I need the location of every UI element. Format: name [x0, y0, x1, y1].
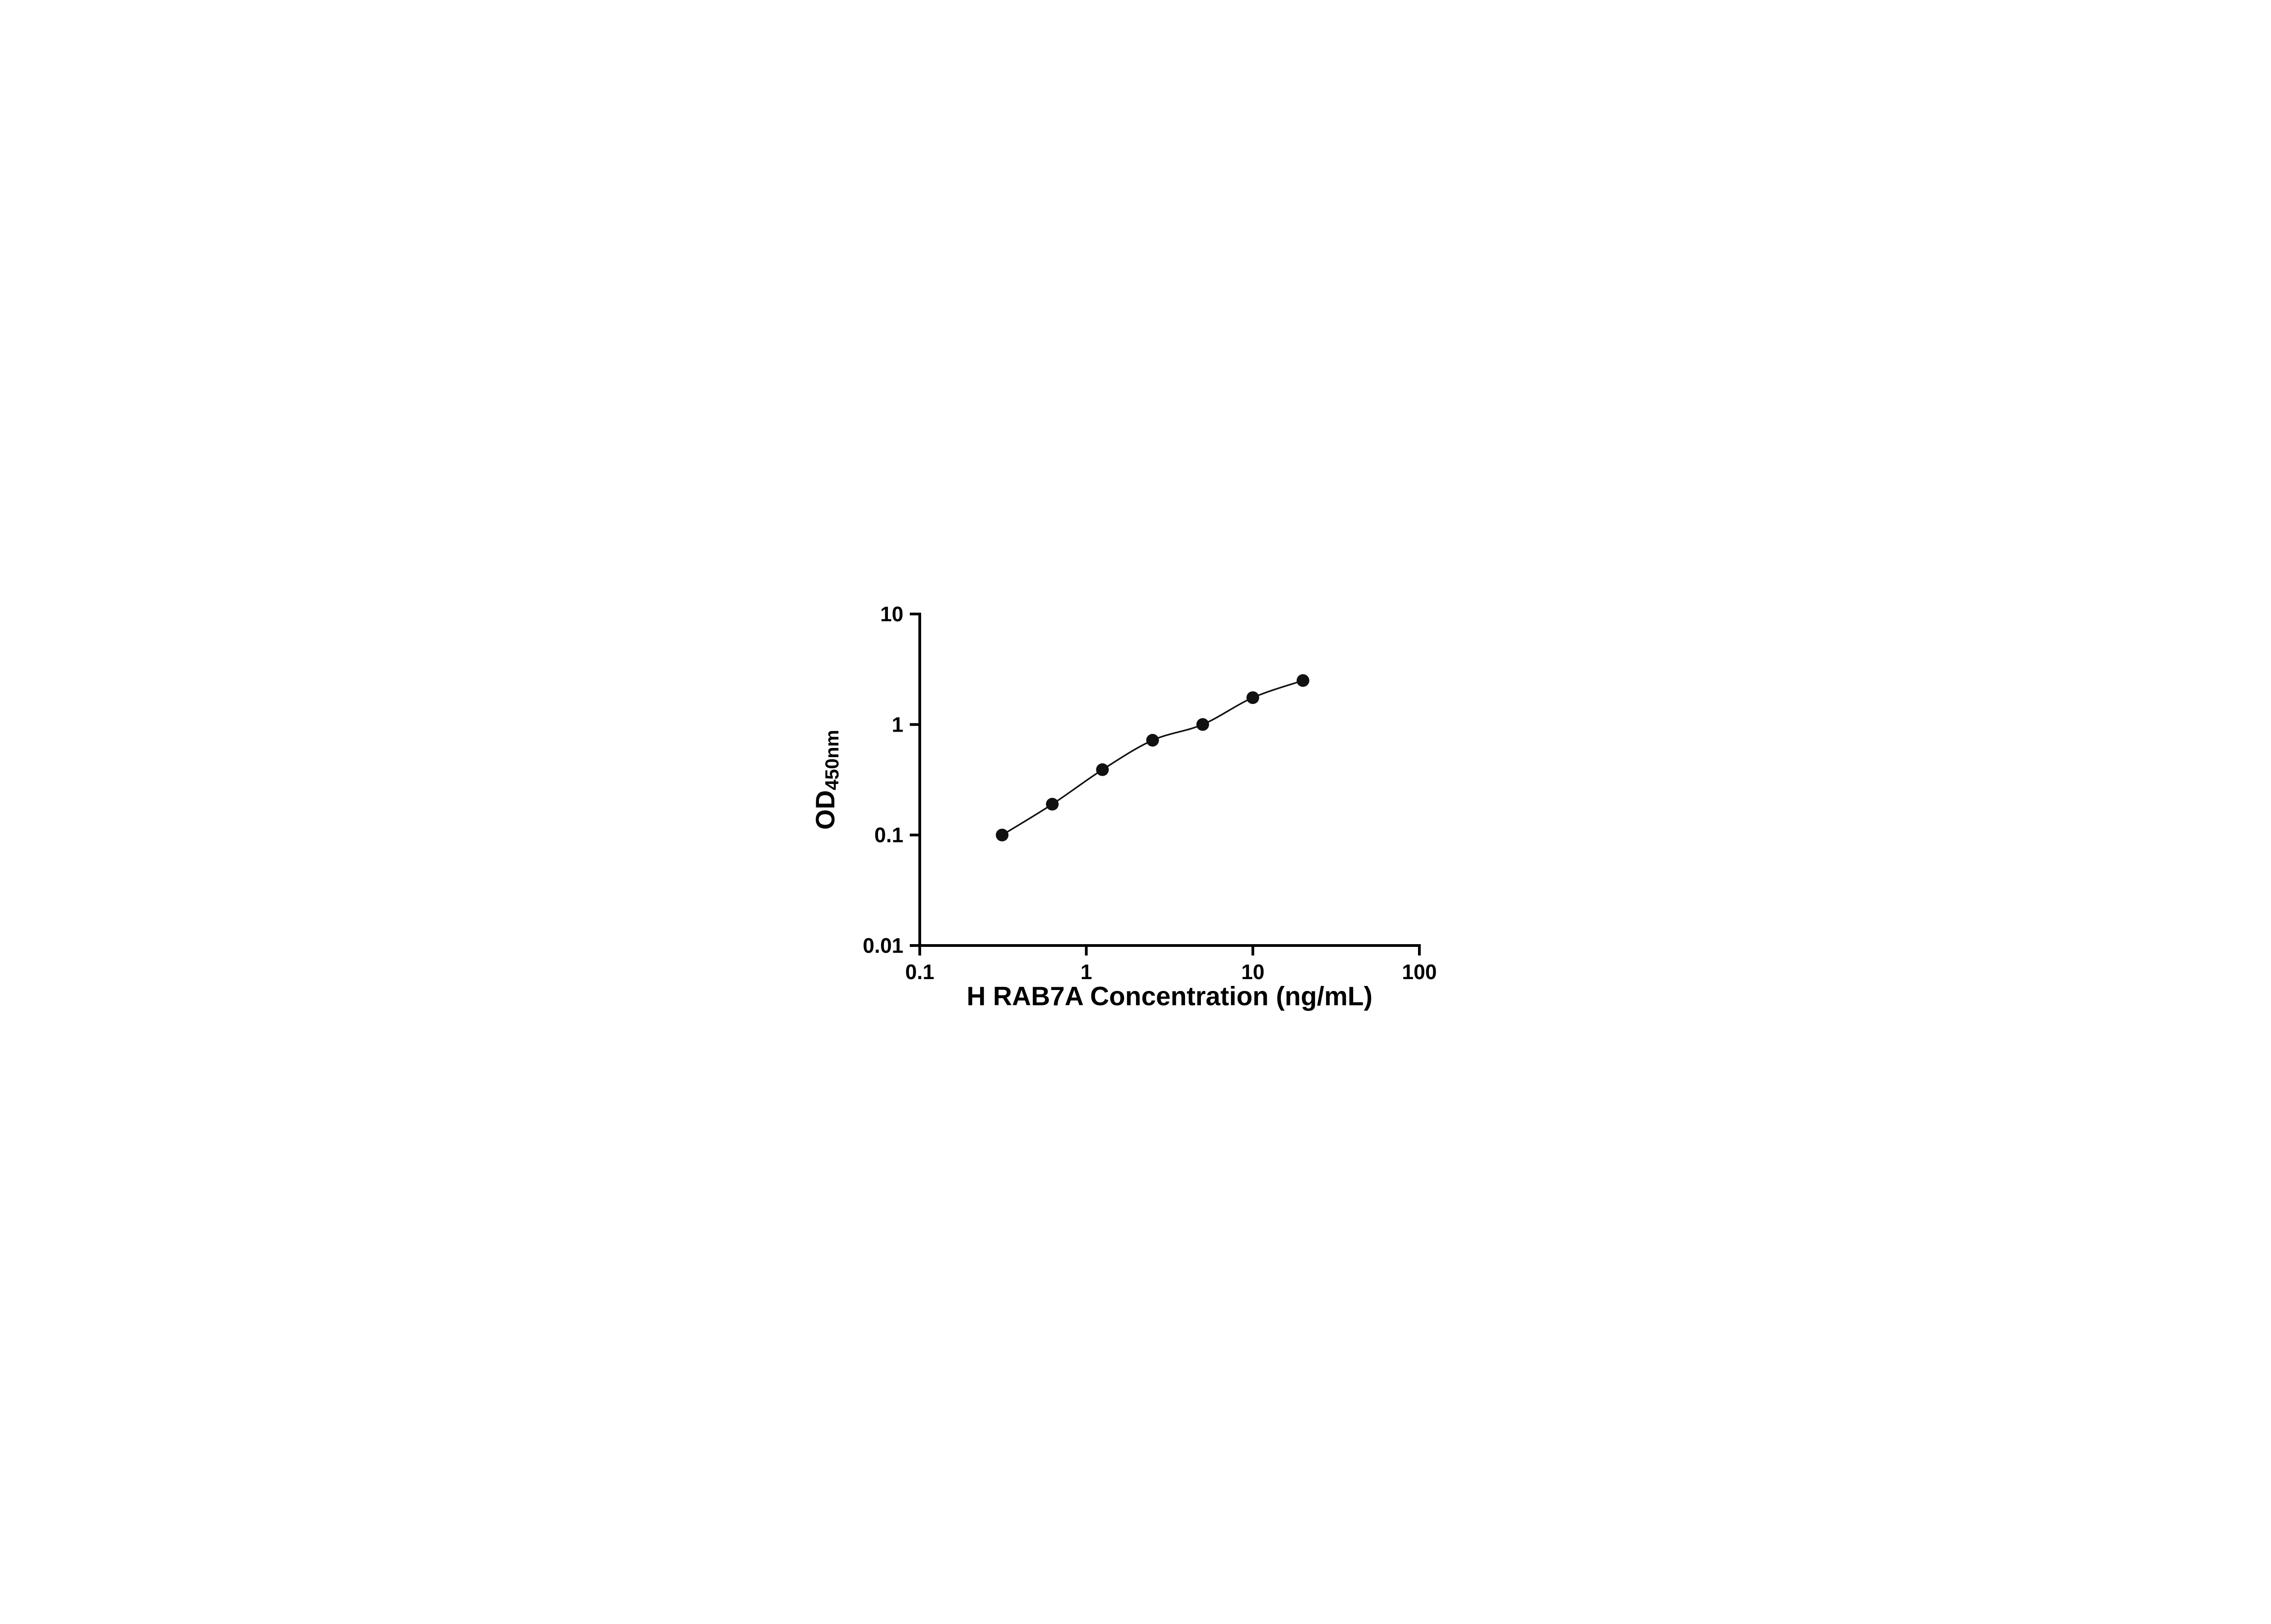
y-tick-label: 1 [892, 713, 903, 736]
chart-figure: 0.01 0.1 1 10 0.1 1 10 100 H RAB7A Concentration… [783, 569, 1488, 1055]
x-tick-label: 100 [1402, 960, 1437, 984]
data-point [1246, 691, 1259, 704]
fit-curve [1002, 679, 1304, 836]
x-tick-label: 0.1 [905, 960, 934, 984]
x-axis-title: H RAB7A Concentration (ng/mL) [967, 982, 1373, 1011]
data-point [1296, 674, 1309, 687]
data-point [1196, 718, 1209, 731]
y-tick-label: 0.01 [863, 934, 903, 957]
data-point [1096, 763, 1109, 776]
x-tick-label: 10 [1241, 960, 1264, 984]
data-point [996, 828, 1009, 842]
y-axis-title: OD450nm [811, 730, 843, 830]
x-tick-label: 1 [1081, 960, 1092, 984]
axis-lines [918, 613, 1421, 947]
data-point [1046, 797, 1059, 811]
y-tick-label: 10 [880, 602, 903, 626]
data-point [1146, 734, 1159, 747]
y-tick-label: 0.1 [874, 823, 903, 847]
